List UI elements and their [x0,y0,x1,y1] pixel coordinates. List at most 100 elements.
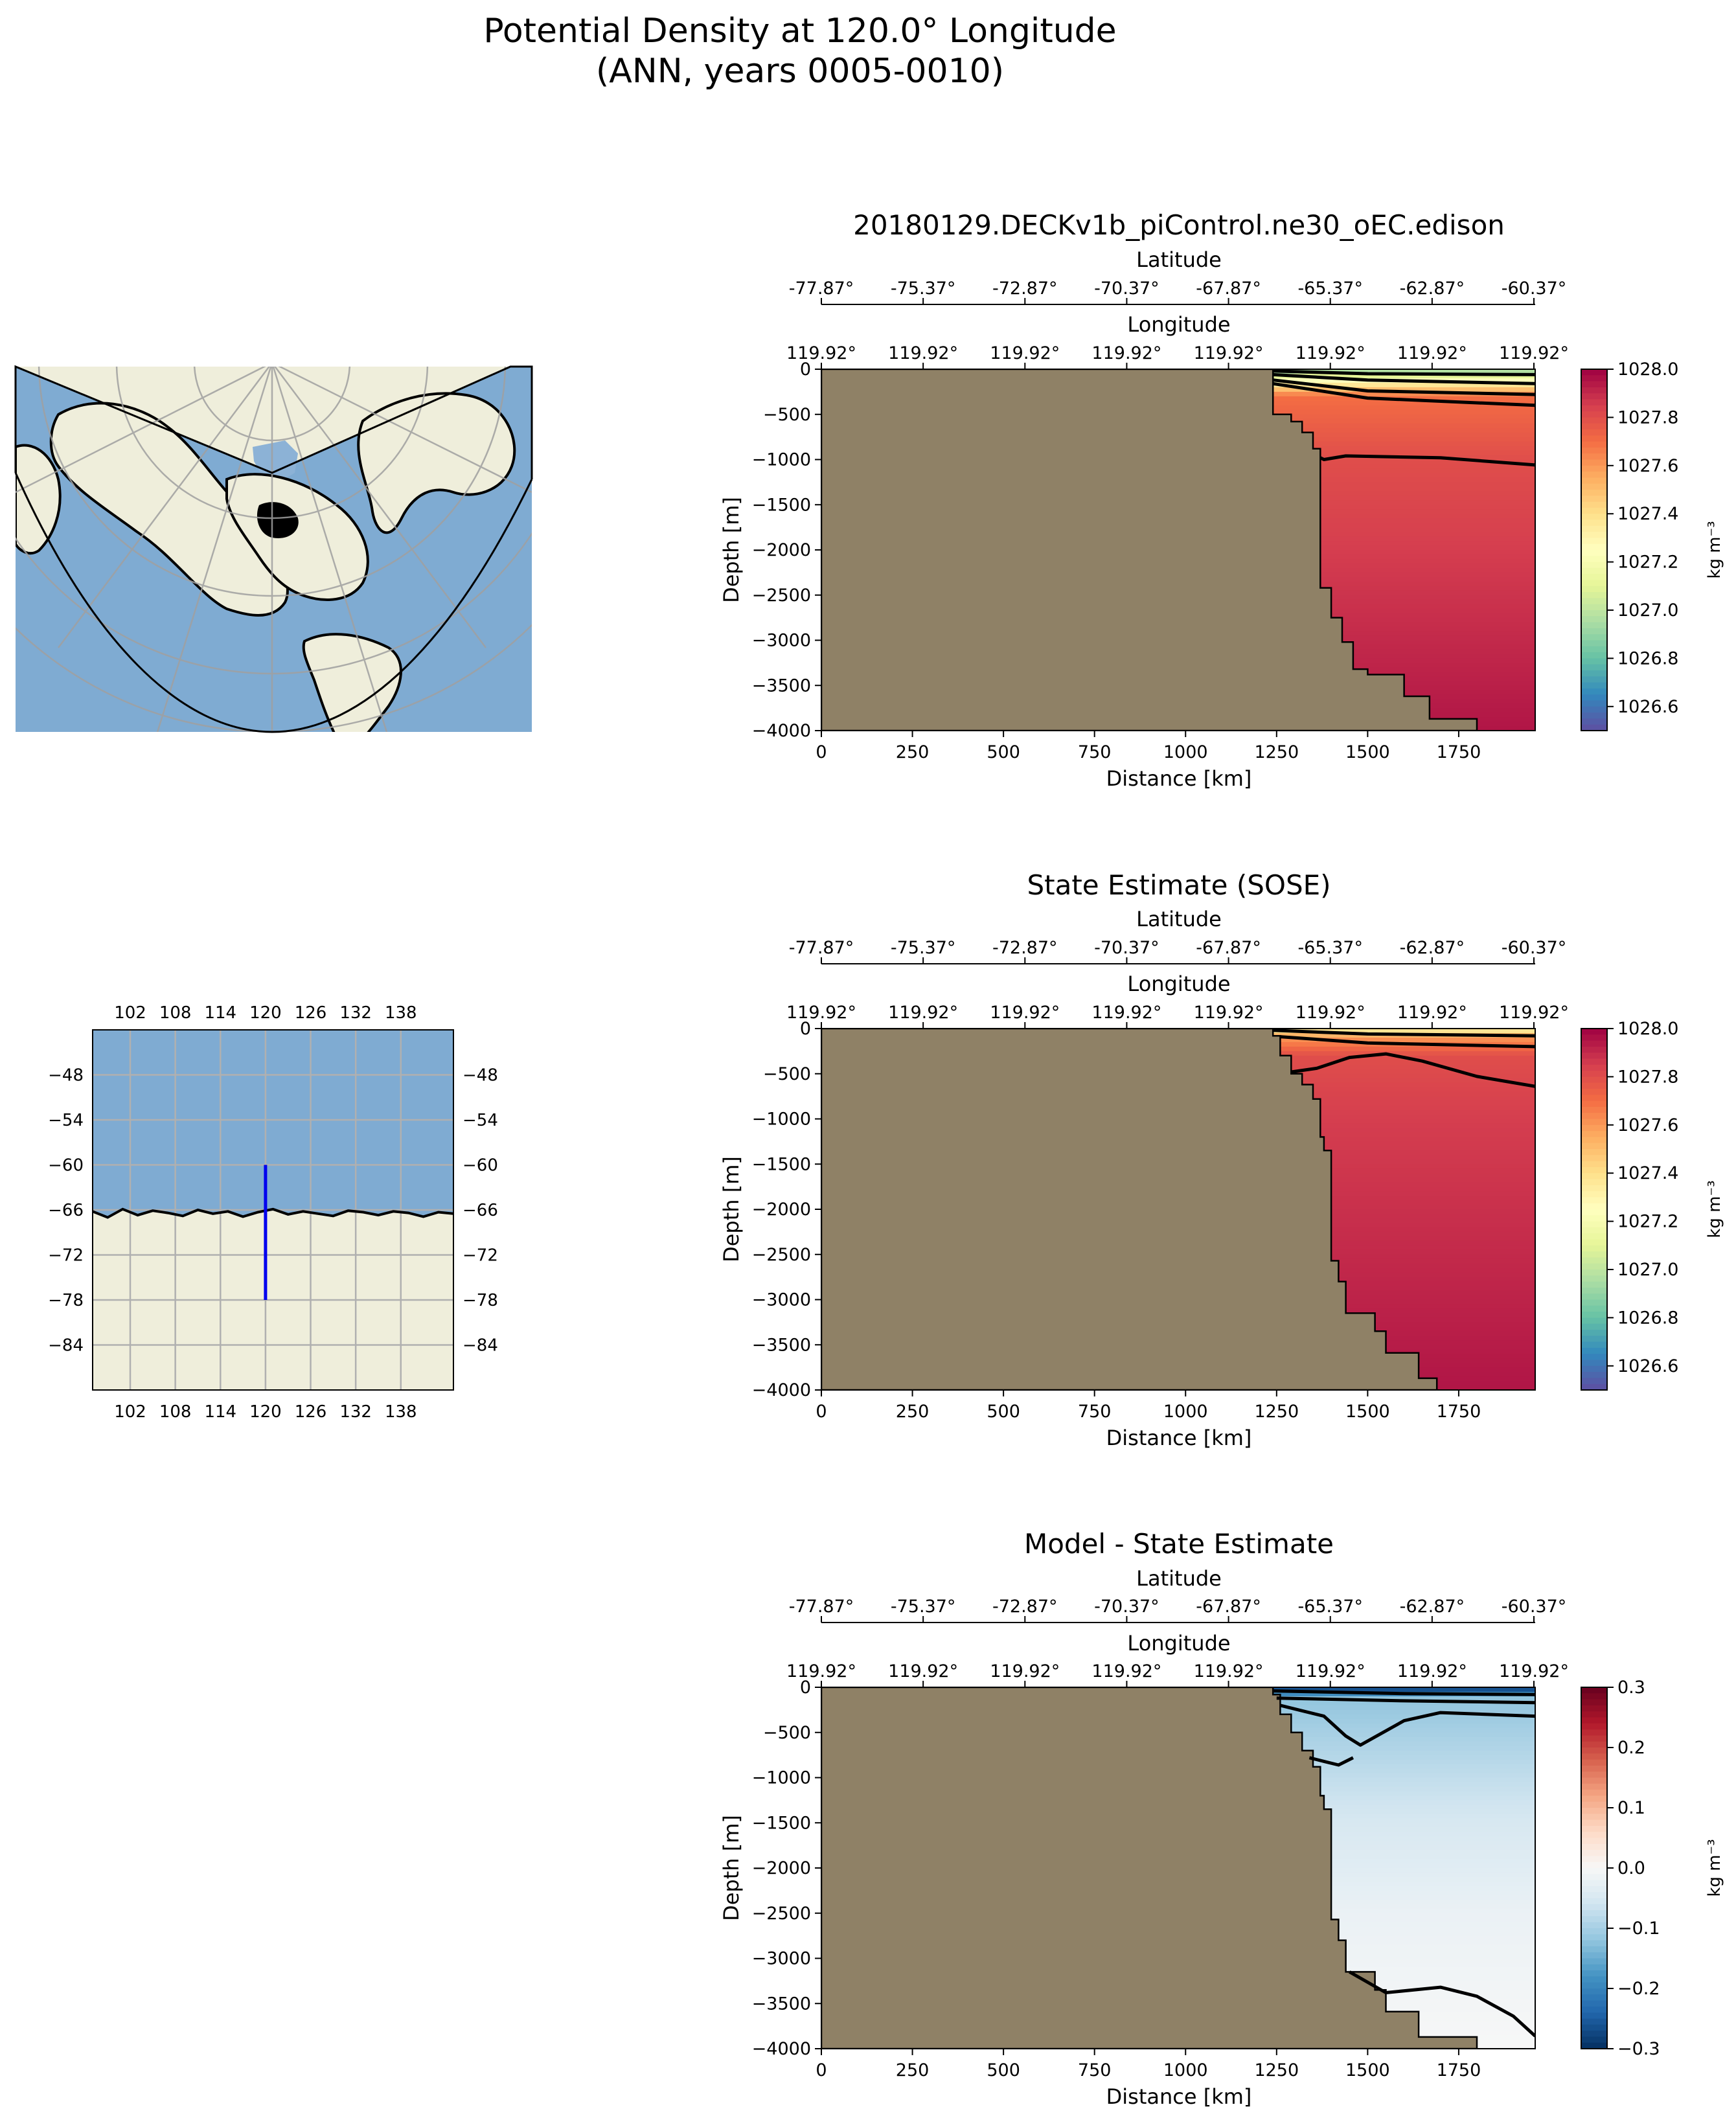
colorbar-segment [1581,1825,1607,1832]
colorbar-segment [1581,1209,1607,1216]
colorbar-segment [1581,429,1607,437]
y-tick-label: −3000 [752,1290,811,1310]
colorbar-tick-label: 1027.0 [1617,600,1678,621]
colorbar-segment [1581,1801,1607,1808]
transect-map-bottom-tick-label: 114 [204,1402,236,1422]
colorbar-segment [1581,1958,1607,1965]
colorbar-segment [1581,1064,1607,1071]
colorbar-segment [1581,1964,1607,1971]
colorbar-segment [1581,1946,1607,1953]
colorbar-segment [1581,1372,1607,1379]
y-tick-label: −3500 [752,1335,811,1355]
colorbar-segment [1581,1711,1607,1718]
y-tick-label: −4000 [752,2039,811,2059]
colorbar-segment [1581,1868,1607,1875]
colorbar-segment [1581,2000,1607,2007]
overview-map-top-cutout [16,350,532,367]
y-tick-label: −3000 [752,631,811,651]
colorbar-segment [1581,1819,1607,1827]
lon-tick-label: 119.92° [888,343,958,363]
colorbar-segment [1581,2024,1607,2031]
transect-map-bottom-tick-label: 126 [295,1402,327,1422]
colorbar-segment [1581,1347,1607,1354]
y-tick-label: −2000 [752,1858,811,1878]
y-tick-label: −3000 [752,1949,811,1969]
colorbar-segment [1581,1880,1607,1887]
y-tick-label: −1000 [752,450,811,470]
colorbar-segment [1581,417,1607,424]
colorbar-tick-label: 1027.0 [1617,1260,1678,1280]
colorbar-segment [1581,1771,1607,1779]
colorbar-segment [1581,628,1607,635]
colorbar-segment [1581,435,1607,442]
colorbar-segment [1581,393,1607,400]
panel-model-latitude-axis: -77.87° -75.37° -72.87° -70.37° -67.87° -65.3… [789,279,1566,305]
lon-tick-label: 119.92° [888,1661,958,1681]
colorbar-segment [1581,1336,1607,1343]
colorbar-segment [1581,664,1607,671]
panel-sose-latitude-label: Latitude [1136,907,1222,931]
transect-map: 102 102 108 108 114 114 120 120 126 126 132 132 138 1… [48,1003,498,1422]
panel-sose-ylabel: Depth [m] [719,1156,744,1262]
colorbar-segment [1581,1892,1607,1899]
colorbar-frame [1581,1028,1608,1391]
colorbar-segment [1581,1838,1607,1845]
x-tick-label: 500 [987,742,1020,762]
colorbar-segment [1581,1741,1607,1748]
colorbar-segment [1581,616,1607,623]
colorbar-segment [1581,1124,1607,1132]
colorbar-segment [1581,453,1607,461]
colorbar-tick-label: 1027.2 [1617,552,1678,573]
colorbar-segment [1581,405,1607,412]
colorbar-tick-label: 0.1 [1617,1798,1645,1818]
colorbar-segment [1581,562,1607,569]
panel-model-longitude-axis: 119.92° 119.92° 119.92° 119.92° 119.92° 119.9… [786,343,1569,370]
colorbar-segment [1581,1982,1607,1989]
colorbar-segment [1581,724,1607,731]
y-tick-label: −1500 [752,1813,811,1833]
colorbar-segment [1581,1753,1607,1760]
lat-tick-label: -60.37° [1502,938,1567,958]
panel-model-contours [1272,369,1535,467]
y-tick-label: 0 [800,1678,811,1698]
transect-map-top-tick-label: 120 [249,1003,282,1023]
colorbar-segment [1581,592,1607,599]
panel-model-axes: 0 250 500 750 1000 1250 1500 1750 0 −500 −1000 −150… [752,359,1481,762]
colorbar-segment [1581,381,1607,388]
x-tick-label: 1000 [1163,1402,1208,1422]
contour-line [1279,1703,1535,1747]
colorbar-segment [1581,1759,1607,1766]
transect-map-bottom-tick-label: 108 [159,1402,192,1422]
y-tick-label: −500 [763,1064,811,1084]
panel-sose-xlabel: Distance [km] [1106,1426,1252,1450]
colorbar-segment [1581,1765,1607,1772]
transect-map-bottom-tick-label: 102 [114,1402,146,1422]
colorbar-segment [1581,1275,1607,1282]
lat-tick-label: -70.37° [1094,938,1159,958]
transect-map-right-tick-label: −48 [463,1066,498,1086]
colorbar-segment [1581,676,1607,683]
colorbar-segment [1581,375,1607,382]
lon-tick-label: 119.92° [990,1003,1060,1023]
x-tick-label: 1500 [1345,742,1390,762]
contour-line [1273,369,1535,376]
colorbar-segment [1581,1850,1607,1857]
colorbar-tick-label: 1026.6 [1617,697,1678,717]
colorbar-segment [1581,1076,1607,1084]
y-tick-label: −1500 [752,495,811,515]
lon-tick-label: 119.92° [1499,343,1569,363]
colorbar-segment [1581,1365,1607,1372]
colorbar-tick-label: −0.3 [1617,2039,1660,2059]
y-tick-label: −1000 [752,1768,811,1788]
colorbar-segment [1581,598,1607,605]
colorbar-segment [1581,670,1607,678]
x-tick-label: 1500 [1345,1402,1390,1422]
colorbar-segment [1581,1988,1607,1996]
colorbar-segment [1581,694,1607,701]
colorbar-segment [1581,706,1607,713]
transect-map-left-tick-label: −72 [48,1246,84,1266]
panel-model-ylabel: Depth [m] [719,497,744,603]
y-tick-label: −4000 [752,721,811,741]
colorbar-segment [1581,658,1607,665]
lon-tick-label: 119.92° [1499,1003,1569,1023]
